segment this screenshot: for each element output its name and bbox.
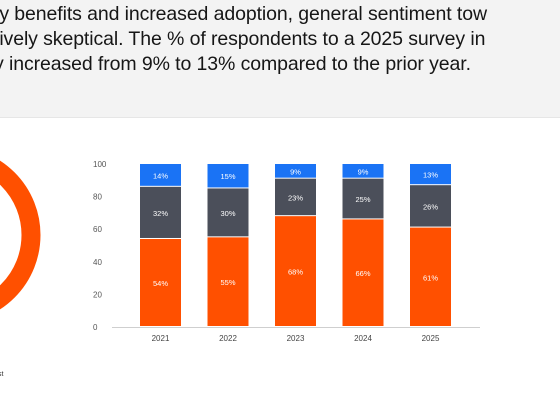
data-label: 14% <box>153 171 168 180</box>
bar-segment <box>342 178 384 219</box>
bar-segment <box>410 164 451 185</box>
bar-segment <box>410 227 451 326</box>
data-label: 9% <box>358 167 369 176</box>
bar-segment <box>207 237 249 326</box>
bar-segment <box>140 186 181 238</box>
data-label: 26% <box>423 202 438 211</box>
legend-fragment: st <box>0 371 4 378</box>
donut-chart <box>0 118 120 378</box>
data-label: 66% <box>355 269 370 278</box>
data-label: 55% <box>220 278 235 287</box>
bar-segment <box>275 178 316 216</box>
data-label: 61% <box>423 273 438 282</box>
intro-text: ty benefits and increased adoption, gene… <box>0 2 560 77</box>
y-tick-label: 100 <box>93 160 107 169</box>
bar-segment <box>342 219 384 326</box>
bar-segment <box>342 164 384 178</box>
data-label: 68% <box>288 268 303 277</box>
y-tick-label: 40 <box>93 258 102 267</box>
y-tick-label: 80 <box>93 193 102 202</box>
y-tick-label: 60 <box>93 225 102 234</box>
bar-segment <box>207 164 249 188</box>
bar-segment <box>207 188 249 237</box>
x-tick-label: 2024 <box>354 334 372 343</box>
donut-ring <box>0 160 41 310</box>
panel-divider <box>0 117 560 118</box>
x-tick-label: 2022 <box>219 334 237 343</box>
data-label: 25% <box>355 195 370 204</box>
bar-segment <box>275 216 316 326</box>
x-tick-label: 2021 <box>152 334 170 343</box>
x-tick-label: 2025 <box>422 334 440 343</box>
data-label: 23% <box>288 193 303 202</box>
y-tick-label: 20 <box>93 290 102 299</box>
data-label: 30% <box>220 209 235 218</box>
bar-segment <box>140 164 181 186</box>
bar-segment <box>410 185 451 227</box>
data-label: 9% <box>290 167 301 176</box>
intro-line-1: ty benefits and increased adoption, gene… <box>0 3 487 25</box>
x-tick-label: 2023 <box>287 334 305 343</box>
data-label: 54% <box>153 279 168 288</box>
bar-segment <box>140 238 181 326</box>
data-label: 13% <box>423 171 438 180</box>
donut-svg <box>0 160 41 310</box>
intro-line-2: tively skeptical. The % of respondents t… <box>0 28 486 50</box>
data-label: 15% <box>220 172 235 181</box>
y-tick-label: 0 <box>93 323 98 332</box>
bar-segment <box>275 164 316 178</box>
intro-line-3: y increased from 9% to 13% compared to t… <box>0 53 471 75</box>
data-label: 32% <box>153 209 168 218</box>
